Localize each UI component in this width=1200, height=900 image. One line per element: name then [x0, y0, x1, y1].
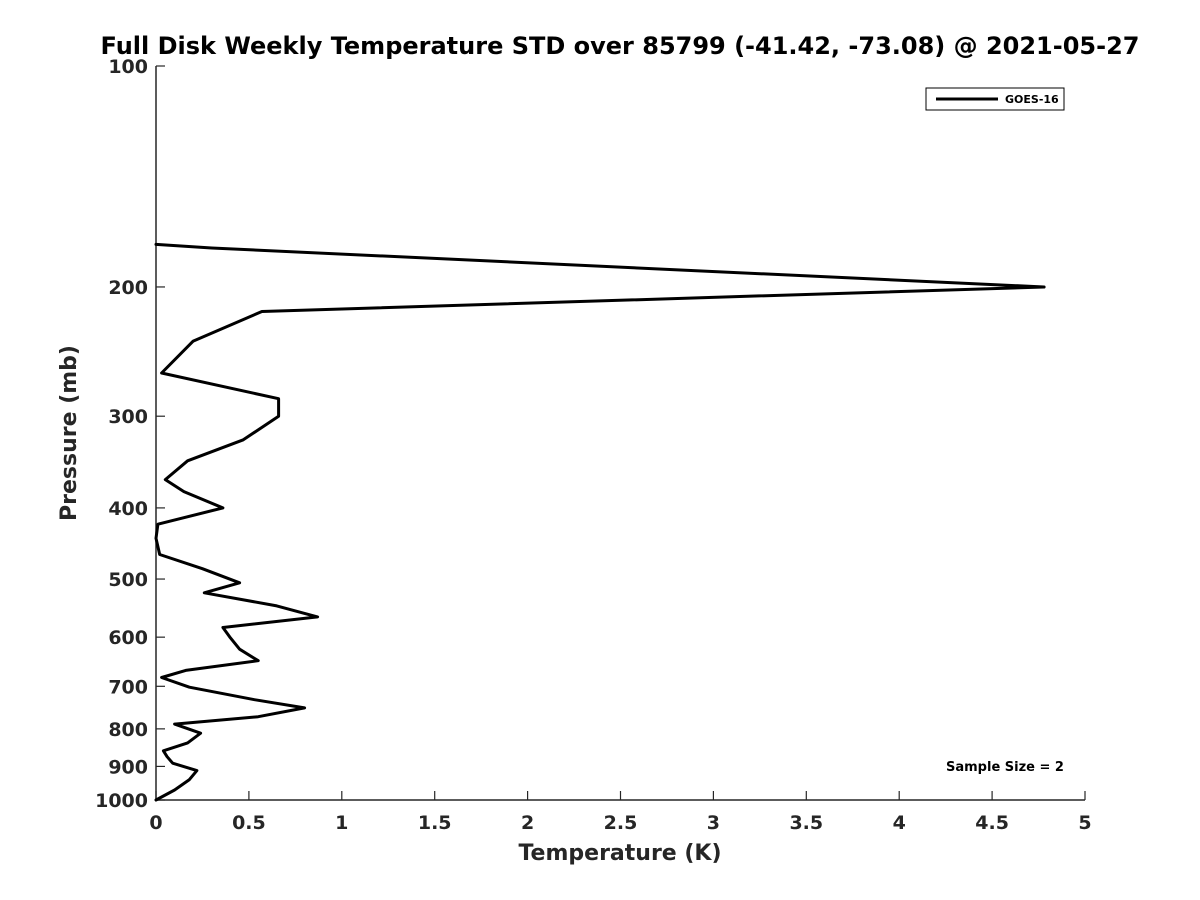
series-line-goes-16 — [154, 242, 1046, 802]
y-tick-label: 400 — [108, 498, 148, 520]
x-tick-label: 1 — [335, 812, 348, 834]
y-tick-label: 600 — [108, 627, 148, 649]
y-tick-label: 800 — [108, 719, 148, 741]
y-tick-label: 100 — [108, 56, 148, 78]
x-tick-label: 4 — [893, 812, 906, 834]
x-tick-label: 3.5 — [789, 812, 823, 834]
x-tick-label: 2 — [521, 812, 534, 834]
y-axis-ticks: 100 200 300 400 500 600 700 800 900 1000 — [95, 56, 165, 812]
series-group — [154, 242, 1046, 802]
x-tick-label: 3 — [707, 812, 720, 834]
y-tick-label: 200 — [108, 277, 148, 299]
x-tick-label: 0.5 — [232, 812, 266, 834]
x-axis-label: Temperature (K) — [518, 841, 721, 866]
y-tick-label: 500 — [108, 569, 148, 591]
y-tick-label: 1000 — [95, 790, 148, 812]
y-axis-label: Pressure (mb) — [57, 345, 82, 521]
y-tick-label: 700 — [108, 676, 148, 698]
x-tick-label: 2.5 — [604, 812, 638, 834]
legend: GOES-16 — [925, 87, 1065, 111]
x-tick-label: 4.5 — [975, 812, 1009, 834]
y-tick-label: 300 — [108, 406, 148, 428]
x-tick-label: 0 — [149, 812, 162, 834]
x-tick-label: 1.5 — [418, 812, 452, 834]
sample-size-annotation: Sample Size = 2 — [946, 760, 1064, 775]
x-tick-label: 5 — [1078, 812, 1091, 834]
y-tick-label: 900 — [108, 756, 148, 778]
x-axis-ticks: 0 0.5 1 1.5 2 2.5 3 3.5 4 4.5 5 — [149, 791, 1092, 834]
legend-label-goes-16: GOES-16 — [1005, 93, 1059, 106]
chart-title: Full Disk Weekly Temperature STD over 85… — [101, 32, 1140, 60]
